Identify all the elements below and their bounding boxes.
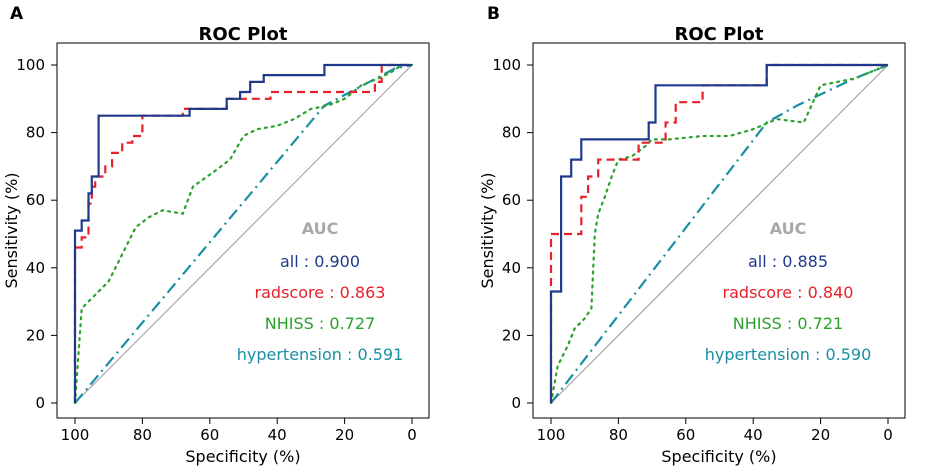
auc-heading: AUC [770,219,807,238]
chart-title: ROC Plot [199,24,288,45]
roc-curve-nhiss [73,63,414,405]
x-tick-label: 40 [268,426,287,444]
y-tick-label: 0 [511,394,521,412]
plot-frame [532,42,906,419]
x-axis-label: Specificity (%) [661,447,776,466]
plot-frame [56,42,430,419]
roc-curve-all [549,63,888,403]
roc-panel-a: A ROC Plot 100 80 60 40 20 0 0 20 40 60 80 100 Specifi… [2,4,430,466]
x-tick-label: 20 [811,426,830,444]
x-tick-label: 80 [133,426,152,444]
auc-label-all: all : 0.900 [280,252,360,271]
panel-label: B [487,4,500,24]
y-tick-label: 60 [502,191,521,209]
y-tick-label: 60 [26,191,45,209]
roc-curve-hypertension [74,63,413,404]
y-tick-label: 40 [502,259,521,277]
x-tick-label: 40 [744,426,763,444]
y-axis-label: Sensitivity (%) [2,172,21,288]
y-tick-label: 100 [492,56,521,74]
x-tick-label: 0 [883,426,893,444]
x-tick-label: 0 [407,426,417,444]
auc-label-nhiss: NHISS : 0.721 [733,314,843,333]
x-tick-label: 60 [676,426,695,444]
roc-panel-b: B ROC Plot 100 80 60 40 20 0 0 20 40 60 80 100 Specifi… [478,4,906,466]
x-axis-label: Specificity (%) [185,447,300,466]
y-axis-label: Sensitivity (%) [478,172,497,288]
y-tick-label: 80 [26,124,45,142]
auc-label-radscore: radscore : 0.863 [255,283,386,302]
y-tick-label: 80 [502,124,521,142]
y-tick-label: 40 [26,259,45,277]
y-tick-label: 20 [502,326,521,344]
x-tick-label: 80 [609,426,628,444]
auc-label-radscore: radscore : 0.840 [723,283,854,302]
diagonal-reference-line [74,64,413,404]
chart-title: ROC Plot [675,24,764,45]
x-tick-label: 100 [537,426,566,444]
auc-label-all: all : 0.885 [748,252,828,271]
panel-label: A [10,4,24,24]
auc-label-hypertension: hypertension : 0.591 [237,345,404,364]
y-tick-label: 20 [26,326,45,344]
auc-label-nhiss: NHISS : 0.727 [265,314,375,333]
x-tick-label: 100 [61,426,90,444]
diagonal-reference-line [550,64,889,404]
roc-curve-all [73,63,412,403]
x-tick-label: 20 [335,426,354,444]
y-tick-label: 100 [16,56,45,74]
auc-heading: AUC [302,219,339,238]
x-tick-label: 60 [200,426,219,444]
y-tick-label: 0 [35,394,45,412]
auc-label-hypertension: hypertension : 0.590 [705,345,872,364]
